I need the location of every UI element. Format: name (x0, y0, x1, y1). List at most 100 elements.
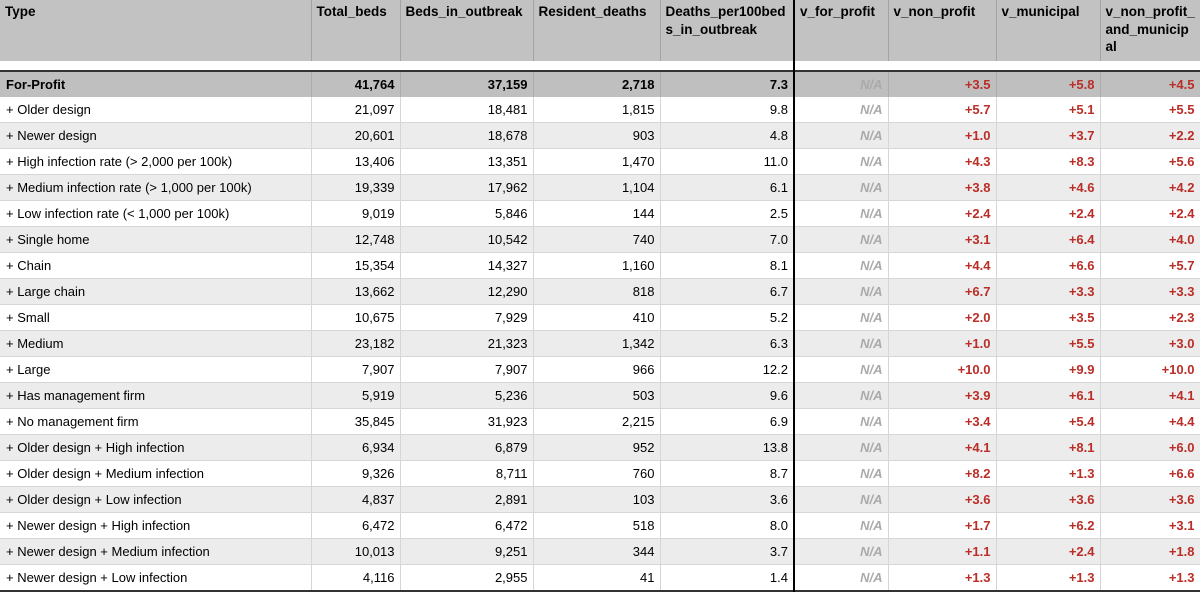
cell-v-non-profit-and-municipal: +5.7 (1100, 252, 1200, 279)
cell-beds-in-outbreak: 6,879 (400, 434, 534, 461)
cell-v-non-profit: +3.4 (888, 408, 997, 435)
cell-v-for-profit: N/A (794, 538, 889, 565)
cell-v-for-profit: N/A (794, 97, 889, 123)
cell-v-municipal: +5.8 (996, 70, 1101, 97)
cell-beds-in-outbreak: 18,678 (400, 122, 534, 149)
cell-v-municipal: +2.4 (996, 200, 1101, 227)
gap-cell (311, 61, 400, 71)
header-deaths-per100beds-in-outbreak: Deaths_per100beds_in_outbreak (660, 0, 795, 61)
cell-total-beds: 6,934 (311, 434, 401, 461)
cell-deaths-per100beds-in-outbreak: 11.0 (660, 148, 795, 175)
header-total-beds: Total_beds (311, 0, 401, 61)
cell-total-beds: 4,837 (311, 486, 401, 513)
cell-resident-deaths: 760 (533, 460, 661, 487)
table-row: + Medium infection rate (> 1,000 per 100… (0, 174, 1200, 201)
cell-deaths-per100beds-in-outbreak: 1.4 (660, 564, 795, 592)
cell-resident-deaths: 1,160 (533, 252, 661, 279)
cell-total-beds: 19,339 (311, 174, 401, 201)
cell-beds-in-outbreak: 6,472 (400, 512, 534, 539)
cell-v-non-profit-and-municipal: +3.0 (1100, 330, 1200, 357)
header-v-for-profit: v_for_profit (794, 0, 889, 61)
cell-resident-deaths: 410 (533, 304, 661, 331)
cell-type: + Large chain (0, 278, 312, 305)
cell-beds-in-outbreak: 2,891 (400, 486, 534, 513)
cell-v-for-profit: N/A (794, 512, 889, 539)
cell-v-non-profit-and-municipal: +3.3 (1100, 278, 1200, 305)
gap-cell (660, 61, 795, 71)
cell-v-non-profit-and-municipal: +4.4 (1100, 408, 1200, 435)
cell-v-non-profit: +10.0 (888, 356, 997, 383)
cell-deaths-per100beds-in-outbreak: 4.8 (660, 122, 795, 149)
cell-v-non-profit: +4.3 (888, 148, 997, 175)
cell-v-non-profit: +2.0 (888, 304, 997, 331)
cell-resident-deaths: 503 (533, 382, 661, 409)
cell-deaths-per100beds-in-outbreak: 6.3 (660, 330, 795, 357)
cell-beds-in-outbreak: 37,159 (400, 70, 534, 97)
cell-v-municipal: +8.1 (996, 434, 1101, 461)
cell-total-beds: 20,601 (311, 122, 401, 149)
cell-v-for-profit: N/A (794, 330, 889, 357)
table-row: + Low infection rate (< 1,000 per 100k) 9… (0, 200, 1200, 227)
table-row: + Medium 23,182 21,323 1,342 6.3 N/A +1.0 +5.5 +… (0, 330, 1200, 357)
table-row: + Newer design + Low infection 4,116 2,955… (0, 564, 1200, 592)
cell-v-non-profit: +3.5 (888, 70, 997, 97)
table-header: Type Total_beds Beds_in_outbreak Resident_d… (0, 0, 1200, 61)
cell-type: + Small (0, 304, 312, 331)
cell-deaths-per100beds-in-outbreak: 8.1 (660, 252, 795, 279)
cell-type: + No management firm (0, 408, 312, 435)
cell-v-non-profit: +4.4 (888, 252, 997, 279)
cell-v-non-profit-and-municipal: +4.2 (1100, 174, 1200, 201)
cell-resident-deaths: 818 (533, 278, 661, 305)
cell-v-municipal: +3.5 (996, 304, 1101, 331)
cell-v-non-profit: +1.7 (888, 512, 997, 539)
cell-v-non-profit-and-municipal: +1.3 (1100, 564, 1200, 592)
cell-v-for-profit: N/A (794, 408, 889, 435)
cell-v-municipal: +1.3 (996, 460, 1101, 487)
cell-beds-in-outbreak: 7,907 (400, 356, 534, 383)
cell-total-beds: 21,097 (311, 97, 401, 123)
cell-total-beds: 13,406 (311, 148, 401, 175)
cell-beds-in-outbreak: 13,351 (400, 148, 534, 175)
gap-cell (1100, 61, 1200, 71)
cell-type: + Older design + Medium infection (0, 460, 312, 487)
cell-total-beds: 10,675 (311, 304, 401, 331)
cell-beds-in-outbreak: 21,323 (400, 330, 534, 357)
cell-v-non-profit-and-municipal: +4.5 (1100, 70, 1200, 97)
gap-cell (794, 61, 888, 71)
header-v-municipal: v_municipal (996, 0, 1101, 61)
cell-deaths-per100beds-in-outbreak: 3.6 (660, 486, 795, 513)
cell-resident-deaths: 1,470 (533, 148, 661, 175)
cell-v-municipal: +1.3 (996, 564, 1101, 592)
header-beds-in-outbreak: Beds_in_outbreak (400, 0, 534, 61)
cell-type: + Medium infection rate (> 1,000 per 100… (0, 174, 312, 201)
cell-v-non-profit-and-municipal: +4.1 (1100, 382, 1200, 409)
cell-resident-deaths: 740 (533, 226, 661, 253)
cell-v-for-profit: N/A (794, 148, 889, 175)
table-row: + No management firm 35,845 31,923 2,215 6.9… (0, 408, 1200, 435)
cell-v-non-profit-and-municipal: +6.0 (1100, 434, 1200, 461)
cell-beds-in-outbreak: 5,846 (400, 200, 534, 227)
cell-v-municipal: +3.7 (996, 122, 1101, 149)
cell-v-municipal: +6.2 (996, 512, 1101, 539)
cell-type: + Newer design (0, 122, 312, 149)
cell-total-beds: 6,472 (311, 512, 401, 539)
cell-resident-deaths: 2,215 (533, 408, 661, 435)
cell-v-for-profit: N/A (794, 304, 889, 331)
cell-total-beds: 12,748 (311, 226, 401, 253)
cell-beds-in-outbreak: 2,955 (400, 564, 534, 592)
cell-resident-deaths: 2,718 (533, 70, 661, 97)
cell-v-for-profit: N/A (794, 356, 889, 383)
cell-deaths-per100beds-in-outbreak: 6.7 (660, 278, 795, 305)
cell-v-non-profit: +1.1 (888, 538, 997, 565)
cell-type: + Older design (0, 97, 312, 123)
cell-v-non-profit: +2.4 (888, 200, 997, 227)
cell-v-municipal: +3.3 (996, 278, 1101, 305)
cell-type: + Newer design + Medium infection (0, 538, 312, 565)
table-row: + Older design 21,097 18,481 1,815 9.8 N/A +5.… (0, 97, 1200, 123)
cell-v-municipal: +6.6 (996, 252, 1101, 279)
cell-total-beds: 23,182 (311, 330, 401, 357)
cell-v-non-profit: +4.1 (888, 434, 997, 461)
cell-beds-in-outbreak: 18,481 (400, 97, 534, 123)
cell-beds-in-outbreak: 7,929 (400, 304, 534, 331)
cell-v-non-profit: +3.6 (888, 486, 997, 513)
